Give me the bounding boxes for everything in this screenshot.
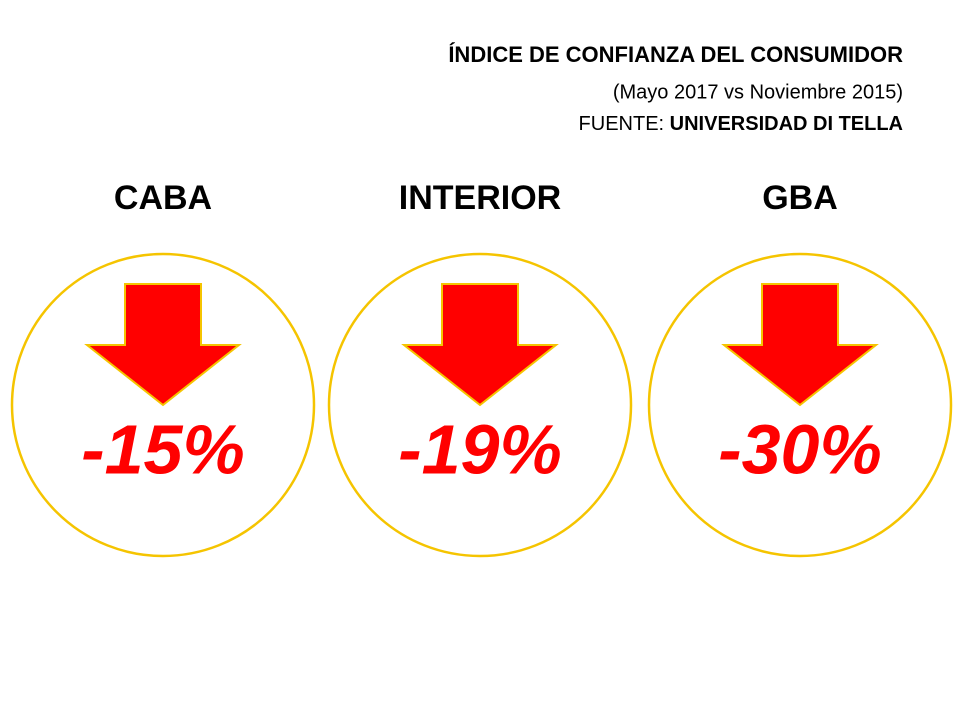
down-arrow (401, 283, 559, 407)
region-circle (10, 252, 316, 558)
region-circle (647, 252, 953, 558)
region-value: -30% (718, 410, 881, 488)
region-value: -15% (81, 410, 244, 488)
region-label: INTERIOR (399, 179, 561, 217)
source-label: FUENTE: (579, 113, 665, 135)
source-line: FUENTE: UNIVERSIDAD DI TELLA (579, 113, 903, 135)
region-label: GBA (762, 179, 838, 217)
region-value: -19% (398, 410, 561, 488)
region-label: CABA (114, 179, 212, 217)
items: CABA -15% INTERIOR -19% GBA -30% (10, 179, 953, 558)
region-circle (327, 252, 633, 558)
down-arrow (721, 283, 879, 407)
slide-title: ÍNDICE DE CONFIANZA DEL CONSUMIDOR (448, 42, 903, 67)
slide-subtitle: (Mayo 2017 vs Noviembre 2015) (613, 81, 903, 103)
down-arrow (84, 283, 242, 407)
source-name: UNIVERSIDAD DI TELLA (670, 113, 903, 135)
